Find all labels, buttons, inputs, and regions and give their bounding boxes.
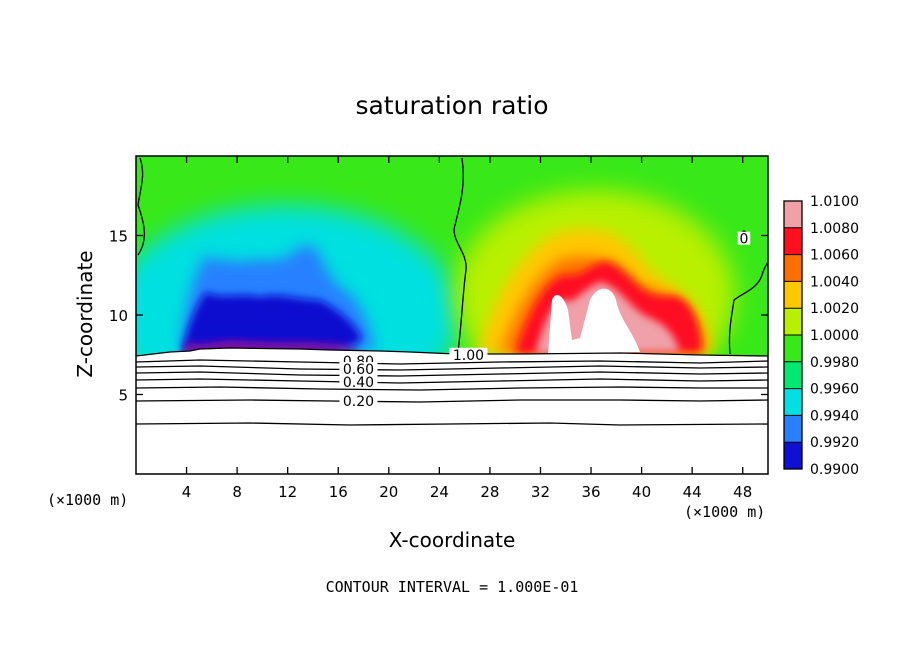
contour-label-bg: [339, 362, 378, 376]
y-axis-label: Z-coordinate: [73, 250, 97, 377]
chart-title: saturation ratio: [355, 91, 548, 120]
colorbar-label: 0.9980: [810, 355, 859, 371]
contour-labels: 1.000.800.600.400.200: [339, 231, 751, 410]
x-tick-label: 16: [329, 483, 348, 501]
x-axis-label: X-coordinate: [389, 528, 516, 552]
colorbar-label: 1.0020: [810, 301, 859, 317]
colorbar-swatch: [784, 308, 802, 336]
y-tick-label: 10: [109, 307, 128, 325]
colorbar-swatch: [784, 442, 802, 470]
x-axis-ticks: 4 8 12 16 20 24 28 32 36 40 44 48: [182, 156, 752, 501]
contour-line-1-00-middle: [453, 157, 467, 353]
colorbar-swatch: [784, 361, 802, 390]
colorbar-swatch: [784, 415, 802, 443]
filled-contour-field: [136, 156, 768, 474]
contour-label: 0: [740, 232, 749, 248]
colorbar-label: 0.9960: [810, 382, 859, 398]
y-tick-label: 15: [109, 228, 128, 246]
x-tick-label: 4: [182, 483, 192, 501]
colorbar-label: 1.0080: [810, 221, 859, 237]
x-tick-label: 36: [581, 483, 600, 501]
colorbar-swatch: [784, 227, 802, 256]
surface-line: [136, 347, 768, 357]
contour-lines: [136, 157, 768, 426]
colorbar-label: 1.0040: [810, 274, 859, 290]
contour-label: 0.60: [343, 362, 374, 378]
colorbar-label: 1.0000: [810, 328, 859, 344]
contour-line-1-00-left: [137, 157, 146, 256]
colorbar-label: 0.9940: [810, 408, 859, 424]
colorbar: 1.0100 1.0080 1.0060 1.0040 1.0020 1.0000 0.99…: [783, 194, 859, 478]
x-tick-label: 28: [480, 483, 499, 501]
y-axis-ticks: 5 10 15: [109, 228, 768, 405]
x-tick-label: 12: [278, 483, 297, 501]
x-tick-label: 20: [379, 483, 398, 501]
colorbar-label: 0.9900: [810, 462, 859, 478]
x-tick-label: 32: [531, 483, 550, 501]
contour-label: 0.40: [343, 375, 374, 391]
contour-label-bg: [339, 374, 378, 388]
x-tick-label: 24: [430, 483, 449, 501]
colorbar-swatch: [784, 335, 802, 363]
contour-label: 1.00: [453, 348, 484, 364]
x-tick-label: 40: [632, 483, 651, 501]
x-tick-label: 8: [232, 483, 242, 501]
x-unit-left: (×1000 m): [47, 491, 128, 509]
x-tick-label: 48: [733, 483, 752, 501]
contour-label: 0.20: [343, 394, 374, 410]
colorbar-swatch: [784, 254, 802, 282]
colorbar-label: 1.0100: [810, 194, 859, 210]
colorbar-swatch: [784, 388, 802, 416]
colorbar-swatch: [784, 281, 802, 309]
contour-label-bg: [449, 347, 488, 361]
contour-interval-footer: CONTOUR INTERVAL = 1.000E-01: [326, 578, 579, 596]
contour-label-bg: [339, 393, 378, 407]
contour-label-bg: [737, 231, 751, 245]
contour-line-1-00-right: [728, 261, 768, 355]
colorbar-swatch: [784, 201, 802, 229]
colorbar-label: 1.0060: [810, 248, 859, 264]
x-tick-label: 44: [683, 483, 702, 501]
x-unit-right: (×1000 m): [684, 503, 765, 521]
colorbar-label: 0.9920: [810, 435, 859, 451]
y-tick-label: 5: [118, 387, 128, 405]
